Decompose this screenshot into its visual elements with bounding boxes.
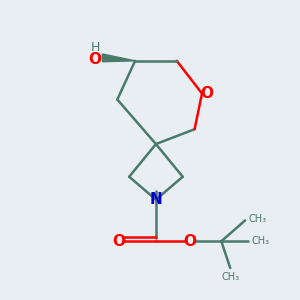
Text: H: H (90, 41, 100, 54)
Text: CH₃: CH₃ (248, 214, 266, 224)
Polygon shape (102, 54, 135, 62)
Text: O: O (88, 52, 101, 67)
Text: O: O (112, 234, 125, 249)
Text: CH₃: CH₃ (221, 272, 239, 283)
Text: O: O (184, 234, 196, 249)
Text: N: N (150, 192, 162, 207)
Text: O: O (200, 86, 213, 101)
Text: CH₃: CH₃ (252, 236, 270, 246)
